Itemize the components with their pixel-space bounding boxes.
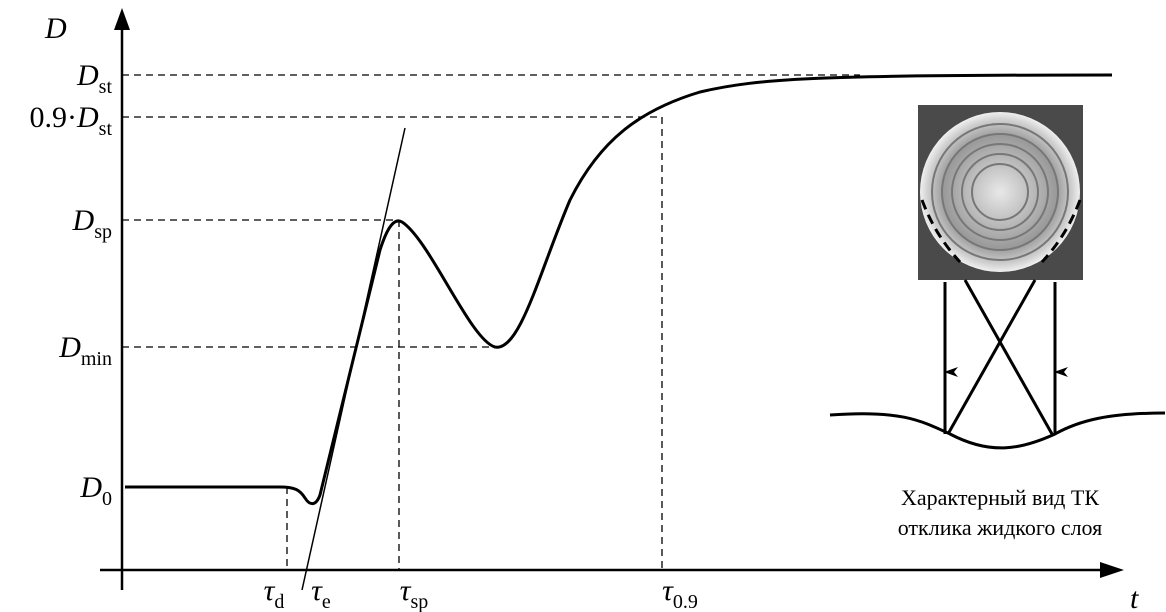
- dashed-edges: [920, 199, 1082, 264]
- label-sub: min: [81, 348, 112, 370]
- y-arrow: [114, 8, 130, 30]
- label-main: τ: [311, 574, 323, 607]
- y-axis-label: D: [44, 12, 67, 45]
- x-label: τsp: [400, 574, 429, 612]
- label-main: D: [76, 101, 99, 134]
- rays: [829, 279, 1166, 450]
- y-label: Dst: [76, 59, 112, 98]
- x-label: τd: [264, 574, 285, 612]
- fringes: [931, 123, 1069, 261]
- label-main: τ: [400, 574, 412, 607]
- label-sub: e: [322, 591, 331, 612]
- label-sub: st: [99, 118, 113, 140]
- y-label: Dmin: [58, 331, 112, 370]
- guides: [122, 74, 860, 570]
- label-sub: sp: [94, 221, 112, 243]
- x-label: τe: [311, 574, 331, 612]
- label-main: D: [72, 204, 95, 237]
- label-prefix: 0.9·: [29, 101, 77, 134]
- label-main: D: [58, 331, 81, 364]
- label-main: D: [76, 59, 99, 92]
- y-label: 0.9·Dst: [29, 101, 112, 140]
- y-label: D0: [79, 471, 112, 510]
- interference-disk: [920, 112, 1080, 272]
- response-curve: [125, 73, 1113, 506]
- label-main: τ: [264, 574, 276, 607]
- label-sub: 0.9: [673, 591, 698, 612]
- caption: отклика жидкого слоя: [898, 515, 1103, 540]
- label-main: τ: [662, 574, 674, 607]
- caption: Характерный вид ТК: [901, 485, 1099, 510]
- label-main: D: [79, 471, 102, 504]
- label-sub: st: [99, 76, 113, 98]
- y-label: Dsp: [72, 204, 112, 243]
- x-axis-label: t: [1130, 582, 1139, 612]
- label-sub: 0: [102, 488, 112, 510]
- x-arrow: [1100, 562, 1124, 578]
- x-label: τ0.9: [662, 574, 698, 612]
- label-sub: d: [274, 591, 284, 612]
- label-sub: sp: [410, 591, 428, 612]
